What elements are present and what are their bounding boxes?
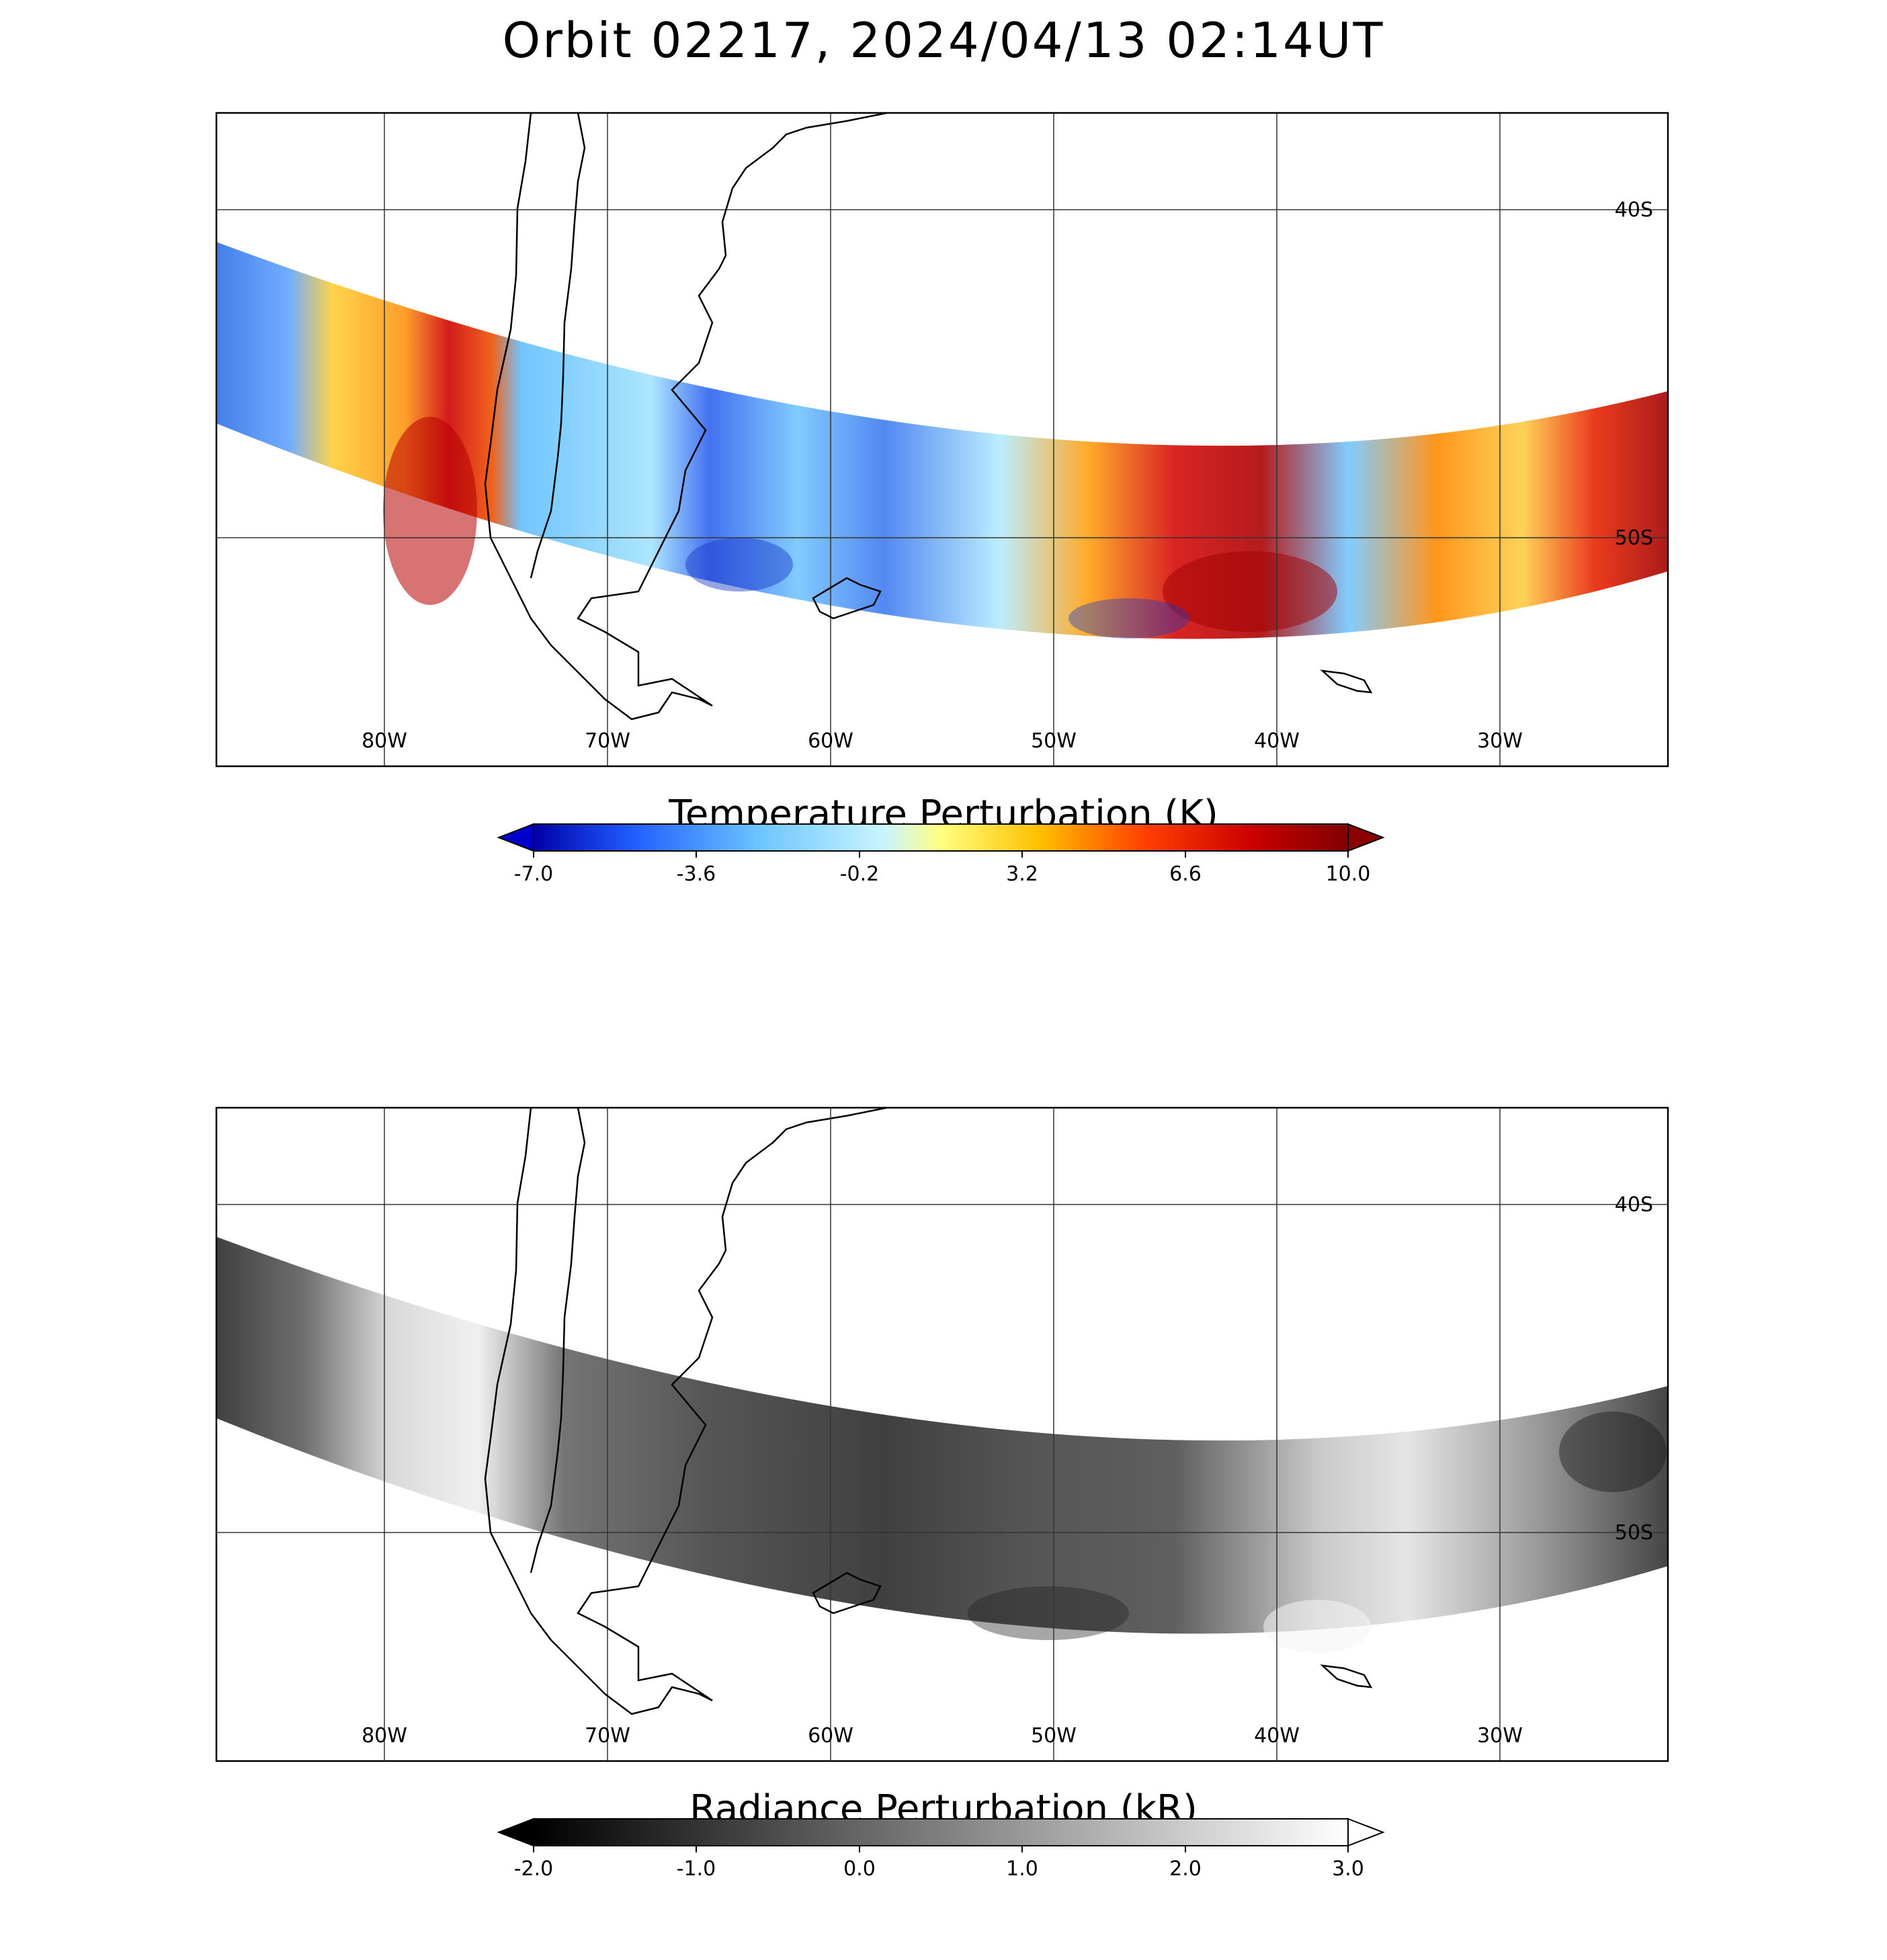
colorbar xyxy=(533,823,1349,852)
warm-anomaly xyxy=(1163,551,1337,632)
lon-label: 30W xyxy=(1477,729,1523,753)
map-frame xyxy=(215,1106,1669,1762)
colorbar-tick-label: 0.0 xyxy=(843,1857,876,1881)
south-georgia xyxy=(1320,669,1373,694)
graticule xyxy=(216,113,1668,766)
colorbar-tick-label: 10.0 xyxy=(1326,862,1371,886)
colorbar-tick-label: 3.2 xyxy=(1006,862,1038,886)
warm-anomaly xyxy=(383,417,477,605)
colorbar-tick-label: 1.0 xyxy=(1006,1857,1038,1881)
colorbar xyxy=(533,1818,1349,1846)
lat-label: 50S xyxy=(1615,526,1653,550)
falkland-islands xyxy=(812,577,882,620)
colorbar-tick-label: -0.2 xyxy=(840,862,880,886)
colorbar-tick-label: 2.0 xyxy=(1169,1857,1202,1881)
colorbar-tick-label: -1.0 xyxy=(677,1857,716,1881)
lat-label: 50S xyxy=(1615,1521,1653,1545)
coastline-andes xyxy=(530,113,586,579)
coastline-south-america xyxy=(484,113,888,721)
colorbar-tick-label: -7.0 xyxy=(514,862,554,886)
lon-label: 40W xyxy=(1254,1724,1300,1748)
lat-label: 40S xyxy=(1615,1193,1653,1217)
lon-label: 70W xyxy=(585,729,630,753)
temperature-panel: 80W 70W 60W 50W 40W 30W 40S 50S Temperat… xyxy=(0,108,1887,914)
colorbar-tick-label: -2.0 xyxy=(514,1857,554,1881)
figure-title: Orbit 02217, 2024/04/13 02:14UT xyxy=(502,12,1385,69)
cold-anomaly xyxy=(1068,598,1189,639)
lon-label: 60W xyxy=(808,729,853,753)
colorbar-tick-label: 6.6 xyxy=(1169,862,1202,886)
temperature-swath xyxy=(216,242,1668,639)
cold-anomaly xyxy=(685,538,793,591)
lon-label: 60W xyxy=(808,1724,853,1748)
radiance-swath xyxy=(216,1237,1668,1634)
lon-label: 50W xyxy=(1031,729,1077,753)
dark-feature xyxy=(1559,1412,1667,1492)
lon-label: 80W xyxy=(362,729,407,753)
colorbar-ticks xyxy=(533,1846,1349,1852)
lon-label: 50W xyxy=(1031,1724,1077,1748)
colorbar-tick-label: 3.0 xyxy=(1332,1857,1364,1881)
radiance-panel: 80W 70W 60W 50W 40W 30W 40S 50S Radiance… xyxy=(0,1102,1887,1909)
bright-feature xyxy=(1263,1600,1371,1653)
map-frame xyxy=(215,112,1669,768)
south-georgia xyxy=(1320,1664,1373,1688)
lon-label: 30W xyxy=(1477,1724,1523,1748)
falkland-islands xyxy=(812,1571,882,1615)
colorbar-ticks xyxy=(533,851,1349,858)
coastline-andes xyxy=(530,1108,586,1574)
colorbar-extend-high xyxy=(1347,823,1385,852)
coastline-south-america xyxy=(484,1108,888,1715)
lat-label: 40S xyxy=(1615,198,1653,222)
colorbar-extend-low xyxy=(497,823,534,852)
temperature-map-svg: 80W 70W 60W 50W 40W 30W 40S 50S Temperat… xyxy=(215,112,1669,886)
colorbar-extend-high xyxy=(1347,1818,1385,1847)
lon-label: 80W xyxy=(362,1724,407,1748)
lon-label: 70W xyxy=(585,1724,630,1748)
radiance-map-svg: 80W 70W 60W 50W 40W 30W 40S 50S Radiance… xyxy=(215,1106,1669,1881)
graticule xyxy=(216,1108,1668,1761)
colorbar-extend-low xyxy=(497,1818,534,1847)
colorbar-tick-label: -3.6 xyxy=(677,862,716,886)
lon-label: 40W xyxy=(1254,729,1300,753)
dark-feature xyxy=(968,1586,1129,1640)
